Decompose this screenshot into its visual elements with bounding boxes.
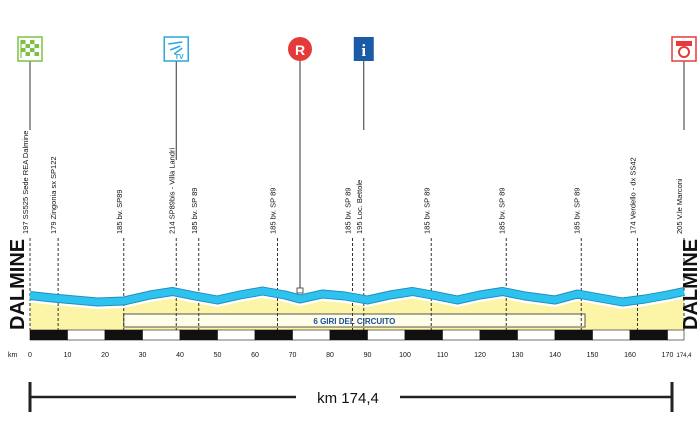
- km-tick-label: 90: [364, 352, 372, 359]
- info-icon: [353, 37, 374, 61]
- waypoint-label: 197 SS525 Sede REA Dalmine: [21, 131, 30, 234]
- waypoint-label: 174 Verdello - dx SS42: [629, 157, 638, 234]
- tv-icon: [163, 36, 189, 62]
- start-flag-square: [30, 48, 35, 52]
- km-segment: [29, 329, 68, 341]
- km-segment: [404, 329, 443, 341]
- waypoint-label: 185 bv. SP 89: [572, 188, 581, 234]
- circuit-label: 6 GIRI DEL CIRCUITO: [313, 317, 395, 326]
- waypoint-label: 214 SP89bis - Villa Landri: [167, 148, 176, 234]
- elevation-line: [29, 287, 685, 306]
- start-flag-square: [21, 48, 26, 52]
- waypoint-label: 185 bv. SP 89: [497, 188, 506, 234]
- km-tick-label: 0: [28, 352, 32, 359]
- waypoint-label: 195 Loc. Bettole: [355, 180, 364, 234]
- waypoint-label: 185 bv. SP 89: [269, 188, 278, 234]
- km-tick-label: 70: [289, 352, 297, 359]
- km-segment: [104, 329, 143, 341]
- km-tick-label: 50: [214, 352, 222, 359]
- start-flag-square: [34, 52, 39, 56]
- waypoint-label: 185 bv. SP 89: [422, 188, 431, 234]
- km-tick-label: 140: [549, 352, 561, 359]
- total-distance-label: km 174,4: [317, 390, 379, 407]
- km-tick-label: 110: [437, 352, 448, 359]
- start-flag-square: [25, 52, 30, 56]
- start-flag-square: [21, 40, 26, 44]
- start-flag-square: [25, 44, 30, 48]
- km-segment: [554, 329, 593, 341]
- finish-banner: [676, 41, 692, 46]
- km-segment: [517, 329, 556, 341]
- km-tick-label: 30: [139, 352, 147, 359]
- elevation-band: [29, 286, 685, 307]
- km-segment: [292, 329, 331, 341]
- km-tick-label: 150: [587, 352, 599, 359]
- km-segment: [667, 329, 685, 341]
- km-tick-label: 174,4: [676, 353, 692, 359]
- info-glyph: i: [361, 41, 366, 60]
- km-segment: [329, 329, 368, 341]
- start-flag-square: [30, 40, 35, 44]
- km-segment: [592, 329, 631, 341]
- km-tick-label: 80: [326, 352, 334, 359]
- feed-zone-anchor: [296, 287, 304, 294]
- waypoint-label: 185 bv. SP 89: [344, 188, 353, 234]
- finish-city-label: DALMINE: [680, 239, 700, 330]
- km-tick-label: 120: [474, 352, 486, 359]
- km-tick-label: 60: [251, 352, 259, 359]
- tv-glyph: TV: [175, 54, 184, 61]
- feed-zone-glyph: R: [295, 42, 305, 58]
- waypoint-label: 205 V.le Marconi: [675, 178, 684, 234]
- distance-ruler: km 174,4: [28, 382, 674, 412]
- km-bar: [29, 329, 685, 341]
- km-segment: [217, 329, 256, 341]
- km-tick-label: 40: [176, 352, 184, 359]
- km-tick-label: 10: [64, 352, 72, 359]
- circuit-layer: 6 GIRI DEL CIRCUITO: [123, 313, 586, 328]
- km-tick-label: 130: [512, 352, 524, 359]
- km-tick-label: 100: [399, 352, 411, 359]
- feed-zone-icon: [288, 37, 312, 61]
- km-segment: [254, 329, 293, 341]
- waypoint-label: 185 bv. SP89: [115, 190, 124, 234]
- km-segment: [367, 329, 406, 341]
- km-tick-label: 20: [101, 352, 109, 359]
- waypoint-label: 179 Zingonia sx SP122: [49, 156, 58, 234]
- waypoint-labels: 197 SS525 Sede REA Dalmine 179 Zingonia s…: [21, 131, 684, 234]
- start-flag-square: [34, 44, 39, 48]
- km-tick-label: 160: [624, 352, 636, 359]
- km-segment: [67, 329, 106, 341]
- km-segment: [629, 329, 668, 341]
- waypoint-lines: [29, 238, 685, 330]
- km-axis: 0 10 20 30 40 50 60 70 80 90 100 110 120 130 140 150 160…: [8, 329, 692, 359]
- km-tick-label: 170: [662, 352, 674, 359]
- ruler-label-bg: [296, 384, 400, 410]
- km-unit-label: km: [8, 352, 18, 359]
- tv-cyclist-strokes: [168, 41, 183, 55]
- km-segment: [142, 329, 181, 341]
- km-segment: [479, 329, 518, 341]
- start-city-label: DALMINE: [7, 239, 29, 330]
- km-segment: [179, 329, 218, 341]
- waypoint-label: 185 bv. SP 89: [190, 188, 199, 234]
- finish-chrono: [678, 46, 690, 58]
- km-segment: [442, 329, 481, 341]
